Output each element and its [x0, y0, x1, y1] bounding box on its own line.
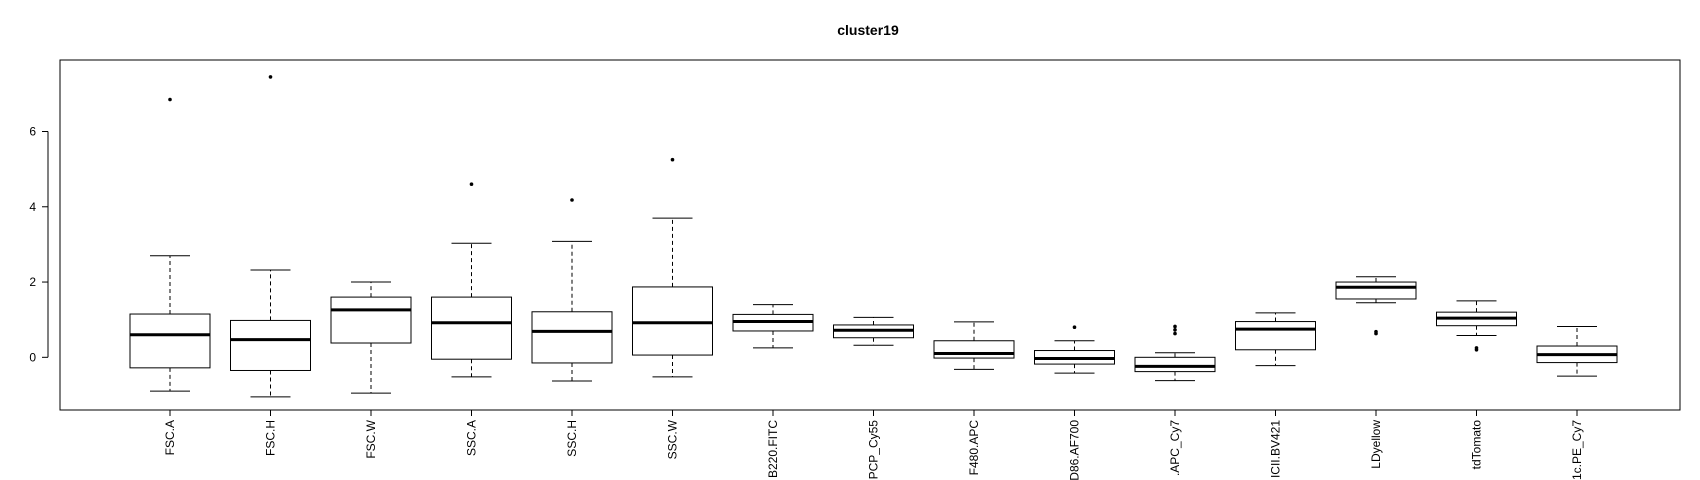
box-8: [933, 321, 1015, 370]
outlier-point: [1374, 329, 1378, 334]
box-2: [330, 281, 412, 394]
box-1: [230, 75, 311, 398]
x-tick-label: FSC.W: [364, 419, 378, 458]
outlier-point: [570, 198, 574, 202]
x-tick-label: F480.APC: [967, 420, 981, 476]
plot-frame: [59, 59, 1681, 411]
outlier-point: [168, 97, 172, 102]
x-tick-label: tdTomato: [1470, 420, 1484, 470]
box-14: [1536, 325, 1618, 377]
box-13: [1436, 300, 1517, 352]
x-tick-label: FSC.H: [264, 420, 278, 456]
x-tick-label: LDyellow: [1369, 420, 1383, 469]
iqr-box: [933, 340, 1015, 359]
x-tick-label: .APC_Cy7: [1168, 420, 1182, 476]
y-tick-label-6: 6: [29, 125, 36, 139]
chart-title: cluster19: [837, 22, 899, 38]
iqr-box: [330, 296, 412, 344]
x-tick-label: SSC.W: [666, 419, 680, 459]
box-0: [129, 97, 211, 392]
box-6: [732, 304, 814, 349]
outlier-point: [670, 157, 675, 162]
outlier-point: [1173, 324, 1177, 329]
box-9: [1034, 325, 1115, 374]
x-tick-label: ICII.BV421: [1269, 420, 1283, 478]
iqr-box: [632, 286, 713, 356]
outlier-point: [1474, 346, 1479, 350]
x-tick-label: SSC.H: [565, 420, 579, 457]
box-11: [1235, 312, 1316, 367]
x-tick-label: D86.AF700: [1068, 420, 1082, 480]
outlier-point: [1173, 328, 1177, 332]
box-3: [431, 182, 512, 378]
iqr-box: [531, 311, 613, 364]
x-axis-labels: FSC.A FSC.H FSC.W SSC.A SSC.H SSC.W B220.FITC P…: [163, 410, 1584, 480]
iqr-box: [129, 313, 211, 369]
y-axis: 0 2 4 6: [29, 125, 49, 364]
x-tick-label: FSC.A: [163, 420, 177, 455]
x-tick-label: 1c.PE_Cy7: [1570, 420, 1584, 480]
iqr-box: [230, 319, 311, 371]
iqr-box: [431, 296, 512, 360]
iqr-box: [1134, 356, 1216, 373]
boxes-group: [129, 75, 1618, 398]
x-tick-label: B220.FITC: [766, 420, 780, 478]
x-tick-label: SSC.A: [465, 420, 479, 456]
iqr-box: [1235, 321, 1316, 351]
y-tick-label-4: 4: [29, 200, 36, 214]
box-12: [1335, 276, 1417, 336]
box-10: [1134, 324, 1216, 382]
box-7: [833, 316, 914, 346]
box-5: [632, 157, 713, 378]
outlier-point: [469, 182, 474, 186]
box-4: [531, 198, 613, 382]
y-tick-label-2: 2: [29, 275, 36, 289]
y-tick-label-0: 0: [29, 350, 36, 364]
outlier-point: [1072, 325, 1077, 330]
x-tick-label: PCP_Cy55: [867, 420, 881, 480]
outlier-point: [268, 75, 273, 79]
outlier-point: [1173, 331, 1177, 336]
iqr-box: [1335, 281, 1417, 300]
